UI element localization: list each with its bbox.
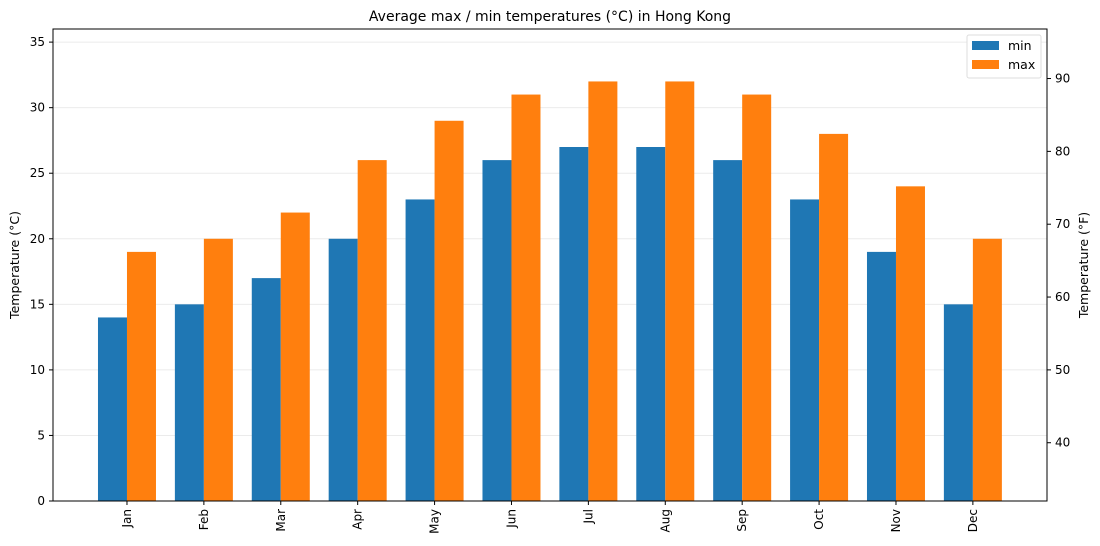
y-axis-right-label: Temperature (°F)	[1076, 212, 1091, 319]
bar-min-dec	[943, 304, 973, 501]
y-tick-label: 30	[30, 101, 45, 115]
y-tick-label: 25	[30, 166, 45, 180]
bar-max-apr	[357, 160, 387, 501]
bar-min-mar	[251, 278, 281, 501]
plot-frame	[52, 28, 1048, 502]
bar-max-feb	[203, 238, 233, 501]
legend-label-min: min	[1008, 38, 1032, 53]
bar-min-sep	[713, 160, 743, 501]
y-tick-label: 15	[30, 297, 45, 311]
x-tick-label: Apr	[351, 509, 365, 530]
bar-min-nov	[866, 251, 896, 501]
bar-max-jul	[588, 81, 618, 501]
y-right-tick-label: 90	[1055, 72, 1070, 86]
y-tick-label: 5	[37, 428, 45, 442]
x-tick-label: Sep	[735, 509, 749, 532]
y-tick-label: 10	[30, 363, 45, 377]
x-tick-label: May	[428, 509, 442, 534]
y-tick-label: 20	[30, 232, 45, 246]
bar-min-may	[405, 199, 435, 501]
bar-min-oct	[790, 199, 820, 501]
bar-max-jan	[126, 251, 156, 501]
bar-max-may	[434, 120, 464, 502]
bar-max-aug	[665, 81, 695, 501]
bar-min-jan	[97, 317, 127, 501]
y-tick-label: 0	[37, 494, 45, 508]
legend: min max	[966, 34, 1042, 79]
x-tick-label: Jul	[581, 509, 595, 524]
bar-max-sep	[742, 94, 772, 502]
x-tick-label: Jun	[504, 509, 518, 529]
y-right-tick-label: 80	[1055, 144, 1070, 158]
x-tick-label: Mar	[274, 509, 288, 532]
legend-swatch-min	[972, 41, 999, 50]
x-tick-label: Aug	[658, 509, 672, 532]
bar-max-dec	[972, 238, 1002, 501]
y-axis-label: Temperature (°C)	[7, 211, 22, 320]
chart-title: Average max / min temperatures (°C) in H…	[369, 9, 731, 25]
bar-min-jun	[482, 160, 512, 501]
y-right-tick-label: 70	[1055, 217, 1070, 231]
y-right-tick-label: 60	[1055, 290, 1070, 304]
x-tick-label: Oct	[812, 509, 826, 530]
y-tick-label: 35	[30, 35, 45, 49]
x-tick-label: Dec	[966, 509, 980, 532]
x-tick-label: Feb	[197, 509, 211, 530]
y-right-tick-label: 50	[1055, 363, 1070, 377]
bar-min-jul	[559, 147, 589, 501]
bar-min-apr	[328, 238, 358, 501]
legend-label-max: max	[1008, 57, 1035, 72]
bar-max-jun	[511, 94, 541, 502]
bar-max-nov	[895, 186, 925, 502]
bar-min-feb	[174, 304, 204, 501]
x-tick-label: Jan	[120, 509, 134, 529]
bar-max-mar	[280, 212, 310, 502]
y-right-tick-label: 40	[1055, 436, 1070, 450]
x-tick-label: Nov	[889, 509, 903, 532]
legend-swatch-max	[972, 60, 999, 69]
bar-min-aug	[636, 147, 666, 501]
bar-max-oct	[819, 133, 849, 501]
